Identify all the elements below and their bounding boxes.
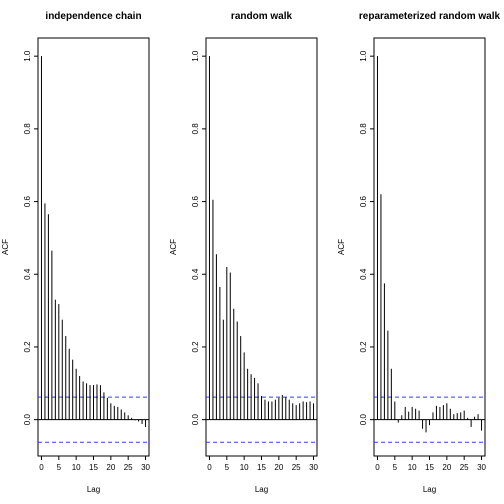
x-tick-label: 0 xyxy=(375,463,380,472)
x-axis-label: Lag xyxy=(87,485,100,494)
plot-frame xyxy=(205,37,318,457)
x-tick-label: 30 xyxy=(477,463,486,472)
y-tick-label: 0.6 xyxy=(191,195,200,207)
y-tick-label: 1.0 xyxy=(191,50,200,62)
y-tick-label: 1.0 xyxy=(359,50,368,62)
y-tick-label: 0.2 xyxy=(191,341,200,353)
x-tick-label: 15 xyxy=(89,463,98,472)
x-tick-label: 25 xyxy=(460,463,469,472)
x-tick-label: 20 xyxy=(274,463,283,472)
y-tick-label: 1.0 xyxy=(23,50,32,62)
x-tick-label: 10 xyxy=(240,463,249,472)
x-tick-label: 25 xyxy=(124,463,133,472)
x-axis-label: Lag xyxy=(423,485,436,494)
x-tick-label: 30 xyxy=(309,463,318,472)
y-tick-label: 0.0 xyxy=(191,414,200,426)
panel-title: reparameterized random walk xyxy=(359,11,501,22)
x-tick-label: 20 xyxy=(442,463,451,472)
y-tick-label: 0.4 xyxy=(359,268,368,280)
acf-panel-1: independence chain 0 5 10 15 20 25 30 0.0 0.2 0.4 0… xyxy=(1,11,151,494)
y-tick-label: 0.8 xyxy=(359,123,368,135)
y-tick-label: 0.4 xyxy=(23,268,32,280)
x-tick-label: 10 xyxy=(72,463,81,472)
x-tick-label: 15 xyxy=(257,463,266,472)
y-axis-label: ACF xyxy=(337,239,346,255)
x-tick-label: 30 xyxy=(141,463,150,472)
x-tick-label: 10 xyxy=(408,463,417,472)
x-tick-label: 0 xyxy=(39,463,44,472)
y-tick-label: 0.2 xyxy=(359,341,368,353)
x-tick-label: 5 xyxy=(225,463,230,472)
x-tick-label: 0 xyxy=(207,463,212,472)
y-tick-label: 0.8 xyxy=(191,123,200,135)
x-tick-label: 5 xyxy=(57,463,62,472)
y-tick-label: 0.0 xyxy=(23,414,32,426)
x-tick-label: 20 xyxy=(106,463,115,472)
y-axis-label: ACF xyxy=(1,239,10,255)
x-tick-label: 15 xyxy=(425,463,434,472)
y-tick-label: 0.6 xyxy=(359,195,368,207)
x-axis-label: Lag xyxy=(255,485,268,494)
y-tick-label: 0.0 xyxy=(359,414,368,426)
panel-title: random walk xyxy=(231,11,293,22)
y-tick-label: 0.6 xyxy=(23,195,32,207)
y-tick-label: 0.4 xyxy=(191,268,200,280)
acf-panel-3: reparameterized random walk 0 5 10 15 20 25 30 0… xyxy=(337,11,501,494)
x-tick-label: 25 xyxy=(292,463,301,472)
y-tick-label: 0.8 xyxy=(23,123,32,135)
x-tick-label: 5 xyxy=(393,463,398,472)
y-tick-label: 0.2 xyxy=(23,341,32,353)
acf-panel-2: random walk 0 5 10 15 20 25 30 0.0 0.2 0.4 0.6 0.8 1.… xyxy=(169,11,319,494)
y-axis-label: ACF xyxy=(169,239,178,255)
plot-frame xyxy=(373,37,486,457)
panel-title: independence chain xyxy=(45,11,141,22)
